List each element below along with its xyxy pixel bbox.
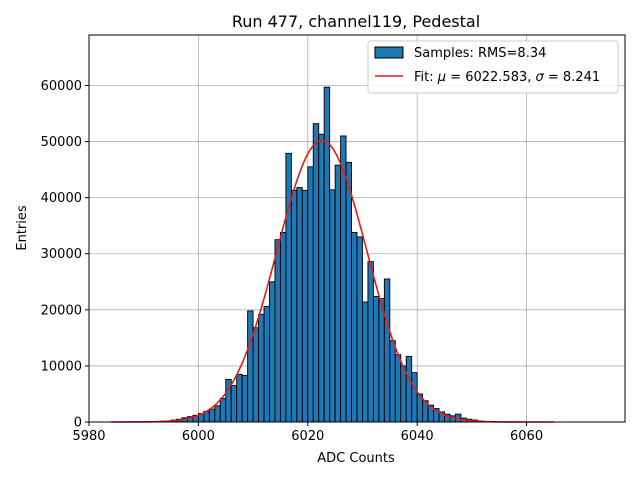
histogram-bar [383,278,391,423]
histogram-bar [367,261,374,423]
histogram-bar [285,152,292,423]
x-tick-label: 6000 [182,429,215,444]
y-axis-title: Entries [15,205,30,251]
histogram-bar [252,327,260,423]
legend-fit-prefix: Fit: [414,70,438,85]
y-tick-label: 10000 [41,359,82,374]
histogram-bar [362,301,369,423]
histogram-bar [334,164,342,423]
histogram-bar [269,281,276,423]
histogram-bar [247,310,254,423]
histogram-bar [389,340,396,423]
histogram-bar [274,239,281,423]
y-tick-label: 20000 [41,303,82,318]
histogram-bar [296,187,303,423]
histogram-bar [372,295,380,423]
histogram-bar [340,135,347,423]
histogram-bar [230,385,238,423]
histogram-bar [214,405,221,423]
histogram-bar [356,236,363,423]
histogram-bar [301,189,309,423]
histogram-bar [345,161,352,423]
x-tick-label: 6060 [510,429,543,444]
histogram-bars [159,86,484,423]
legend-fit-label: Fit: μ = 6022.583, σ = 8.241 [414,70,600,85]
legend: Samples: RMS=8.34 Fit: μ = 6022.583, σ =… [367,40,619,94]
x-axis-title: ADC Counts [317,451,395,466]
x-tick-label: 5980 [72,429,105,444]
histogram-bar [219,397,227,423]
y-tick-label: 60000 [41,79,82,94]
histogram-bar [323,86,331,423]
chart-title: Run 477, channel119, Pedestal [232,12,480,31]
legend-fit-mid: = 6022.583, [446,70,535,85]
x-tick-label: 6020 [291,429,324,444]
y-tick-label: 0 [74,416,82,431]
histogram-bar [290,189,298,423]
legend-hist-label: Samples: RMS=8.34 [414,46,546,61]
histogram-bar [208,408,216,423]
legend-hist-swatch [374,46,404,59]
x-tick-label: 6040 [401,429,434,444]
legend-fit-end: = 8.241 [544,70,600,85]
histogram-bar [351,231,358,423]
histogram-bar [241,374,249,423]
fit-curve [110,139,554,423]
y-tick-label: 40000 [41,191,82,206]
histogram-bar [405,355,413,423]
histogram-bar [394,354,402,423]
histogram-bar [263,306,270,423]
legend-fit-sigma: σ [536,70,545,85]
y-tick-label: 30000 [41,247,82,262]
histogram-bar [236,373,243,423]
y-axis-ticks: 0 10000 20000 30000 40000 50000 60000 [41,79,89,431]
histogram-bar [378,298,385,423]
histogram-bar [307,166,314,423]
plot-frame [88,34,626,423]
x-axis-ticks: 5980 6000 6020 6040 6060 [72,422,543,444]
legend-fit-mu: μ [437,70,446,85]
y-tick-label: 50000 [41,135,82,150]
histogram-bar [329,189,336,423]
histogram-bar [258,313,265,423]
histogram-bar [279,231,287,423]
histogram-bar [318,133,325,423]
legend-box [367,40,619,94]
histogram-bar [312,123,320,423]
histogram-bar [400,365,407,423]
histogram-bar [411,372,418,423]
